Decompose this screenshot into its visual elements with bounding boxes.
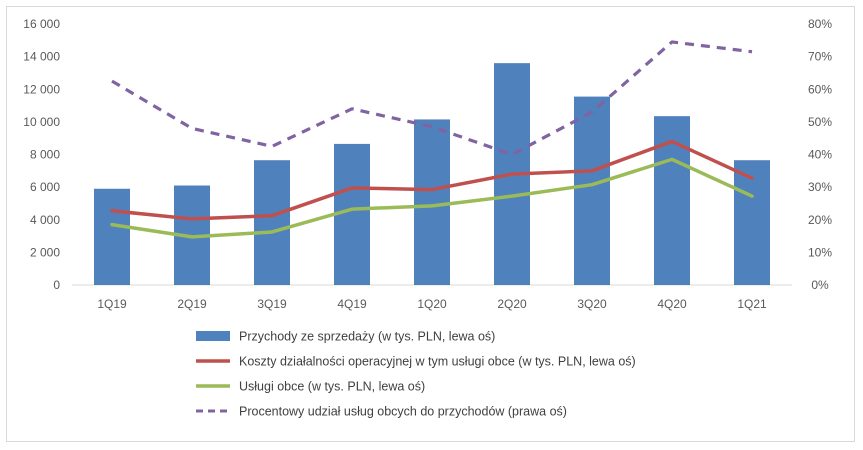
category-tick-label: 1Q20 (417, 297, 447, 311)
bar-1Q19 (94, 188, 130, 285)
bar-1Q21 (734, 160, 770, 285)
left-axis-tick-label: 14 000 (23, 50, 60, 64)
legend: Przychody ze sprzedaży (w tys. PLN, lewa… (196, 330, 636, 419)
legend-label: Procentowy udział usług obcych do przych… (239, 405, 567, 419)
left-axis-tick-label: 2 000 (30, 245, 60, 259)
right-axis-tick-label: 10% (808, 245, 832, 259)
bar-3Q19 (254, 160, 290, 285)
right-axis-tick-label: 50% (808, 115, 832, 129)
category-tick-label: 4Q20 (657, 297, 687, 311)
legend-label: Usługi obce (w tys. PLN, lewa oś) (239, 380, 425, 394)
right-axis-tick-label: 30% (808, 180, 832, 194)
left-axis-ticks: 0 2 000 4 000 6 000 8 000 10 000 12 000 14 000 1… (23, 17, 60, 292)
category-tick-label: 3Q20 (577, 297, 607, 311)
category-tick-label: 2Q20 (497, 297, 527, 311)
line-series (110, 40, 754, 239)
right-axis-tick-label: 60% (808, 82, 832, 96)
left-axis-tick-label: 0 (53, 278, 60, 292)
category-tick-label: 3Q19 (257, 297, 287, 311)
right-axis-ticks: 0% 10% 20% 30% 40% 50% 60% 70% 80% (808, 17, 832, 292)
right-axis-tick-label: 0% (811, 278, 829, 292)
right-axis-tick-label: 80% (808, 17, 832, 31)
left-axis-tick-label: 4 000 (30, 213, 60, 227)
left-axis-tick-label: 12 000 (23, 82, 60, 96)
bar-1Q20 (414, 119, 450, 285)
bar-series (94, 63, 770, 286)
category-tick-label: 1Q21 (737, 297, 767, 311)
category-tick-label: 1Q19 (97, 297, 127, 311)
left-axis-tick-label: 16 000 (23, 17, 60, 31)
right-axis-tick-label: 40% (808, 148, 832, 162)
left-axis-tick-label: 10 000 (23, 115, 60, 129)
series-line-2 (110, 157, 754, 239)
bar-4Q19 (334, 143, 370, 285)
category-tick-labels: 1Q19 2Q19 3Q19 4Q19 1Q20 2Q20 3Q20 4Q20 1Q21 (97, 297, 767, 311)
right-axis-tick-label: 20% (808, 213, 832, 227)
bar-3Q20 (574, 96, 610, 285)
right-axis-tick-label: 70% (808, 50, 832, 64)
series-line-1 (110, 139, 754, 221)
legend-label: Koszty działalności operacyjnej w tym us… (239, 355, 636, 369)
left-axis-tick-label: 8 000 (30, 148, 60, 162)
category-tick-label: 4Q19 (337, 297, 367, 311)
left-axis-tick-label: 6 000 (30, 180, 60, 194)
series-line-3 (111, 40, 753, 157)
legend-label: Przychody ze sprzedaży (w tys. PLN, lewa… (239, 330, 495, 344)
legend-swatch (196, 331, 230, 341)
category-tick-label: 2Q19 (177, 297, 207, 311)
